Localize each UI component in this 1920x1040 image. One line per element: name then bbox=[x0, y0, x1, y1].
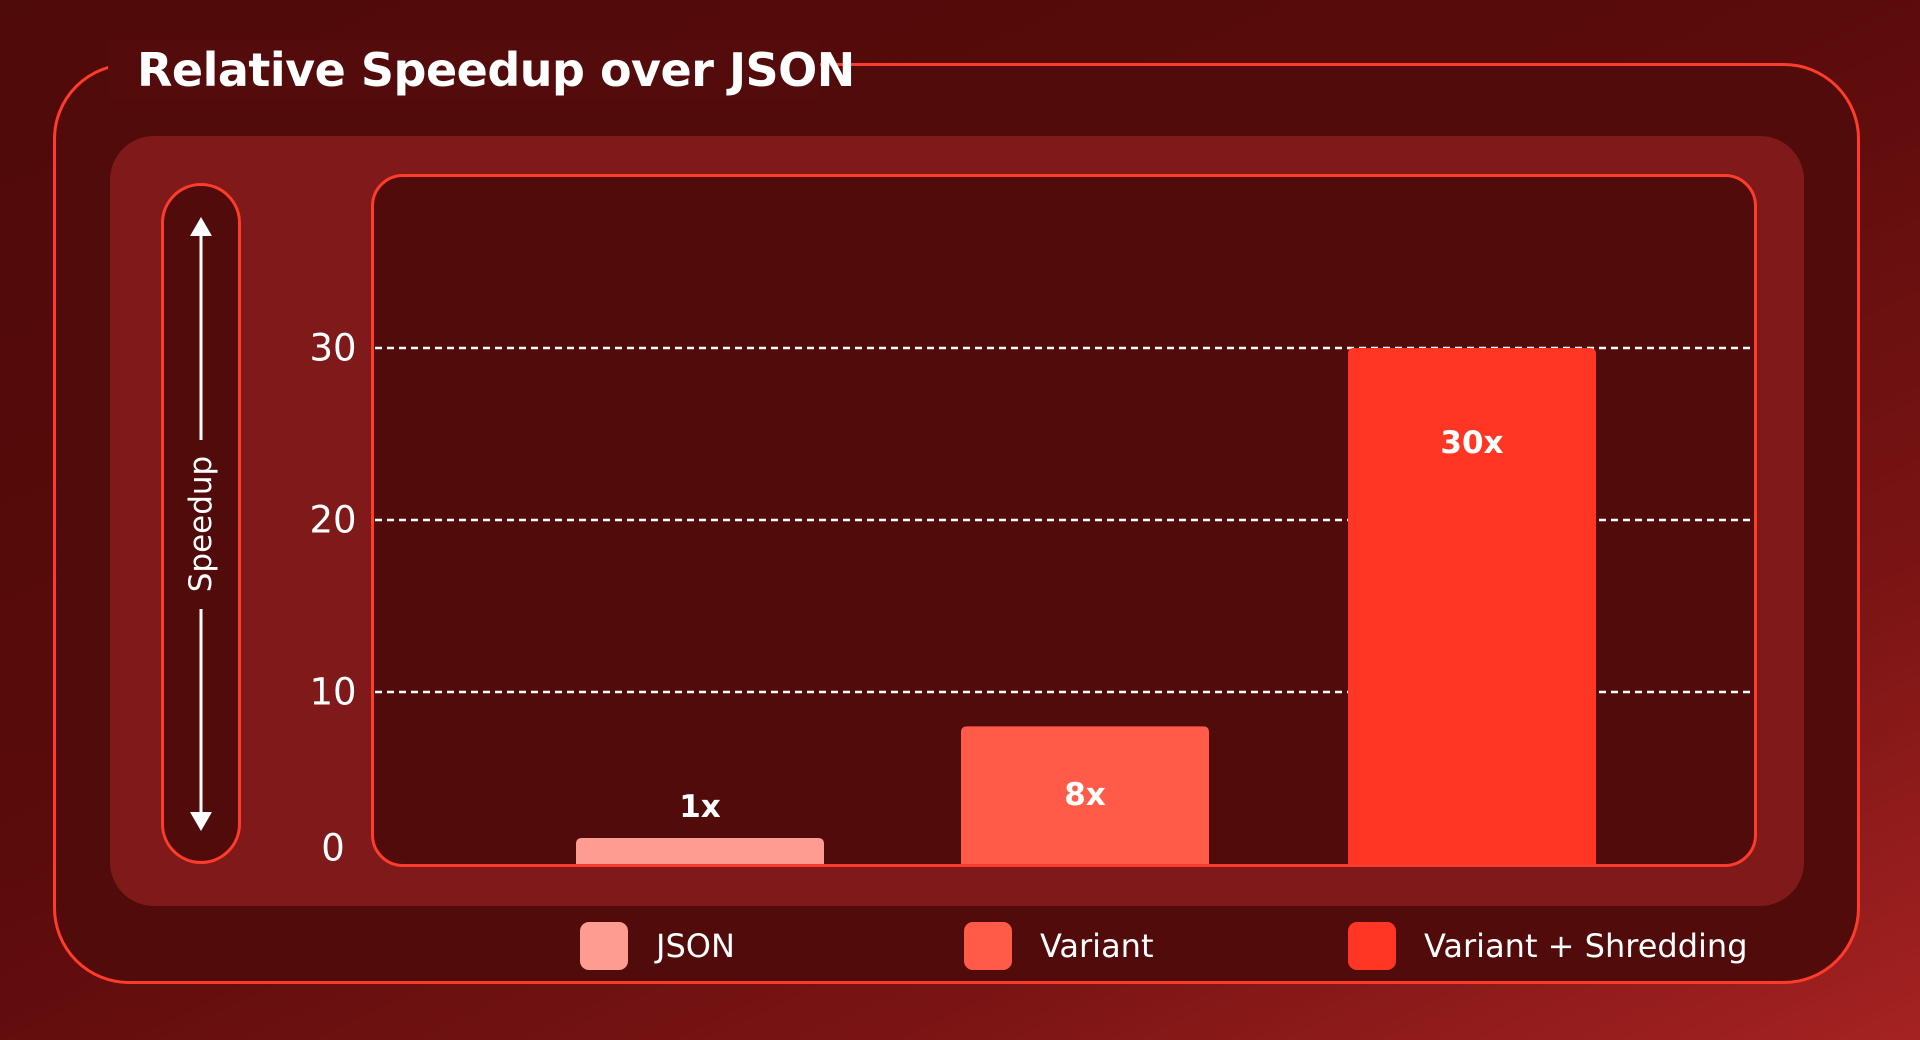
y-axis-arrow-up-icon bbox=[190, 217, 212, 236]
y-tick-label-0: 0 bbox=[321, 827, 345, 870]
data-label-variant: 8x bbox=[1064, 777, 1106, 813]
bar-variant-shredding bbox=[1348, 348, 1596, 864]
y-axis-arrow-down-icon bbox=[190, 812, 212, 831]
y-axis-label: Speedup bbox=[183, 456, 219, 593]
legend-swatch-variant bbox=[964, 922, 1012, 970]
data-label-json: 1x bbox=[679, 789, 721, 825]
data-label-variant-shredding: 30x bbox=[1440, 425, 1503, 461]
legend-label-json: JSON bbox=[656, 927, 735, 965]
legend-label-variant-shredding: Variant + Shredding bbox=[1424, 927, 1748, 965]
y-tick-label-30: 30 bbox=[309, 327, 356, 370]
bar-json bbox=[576, 838, 824, 864]
legend-label-variant: Variant bbox=[1040, 927, 1154, 965]
bar-variant bbox=[961, 726, 1209, 864]
legend-swatch-variant-shredding bbox=[1348, 922, 1396, 970]
y-tick-label-10: 10 bbox=[309, 671, 356, 714]
title-gap bbox=[108, 40, 820, 100]
y-tick-label-20: 20 bbox=[309, 499, 356, 542]
legend-swatch-json bbox=[580, 922, 628, 970]
chart-title: Relative Speedup over JSON bbox=[137, 43, 855, 97]
